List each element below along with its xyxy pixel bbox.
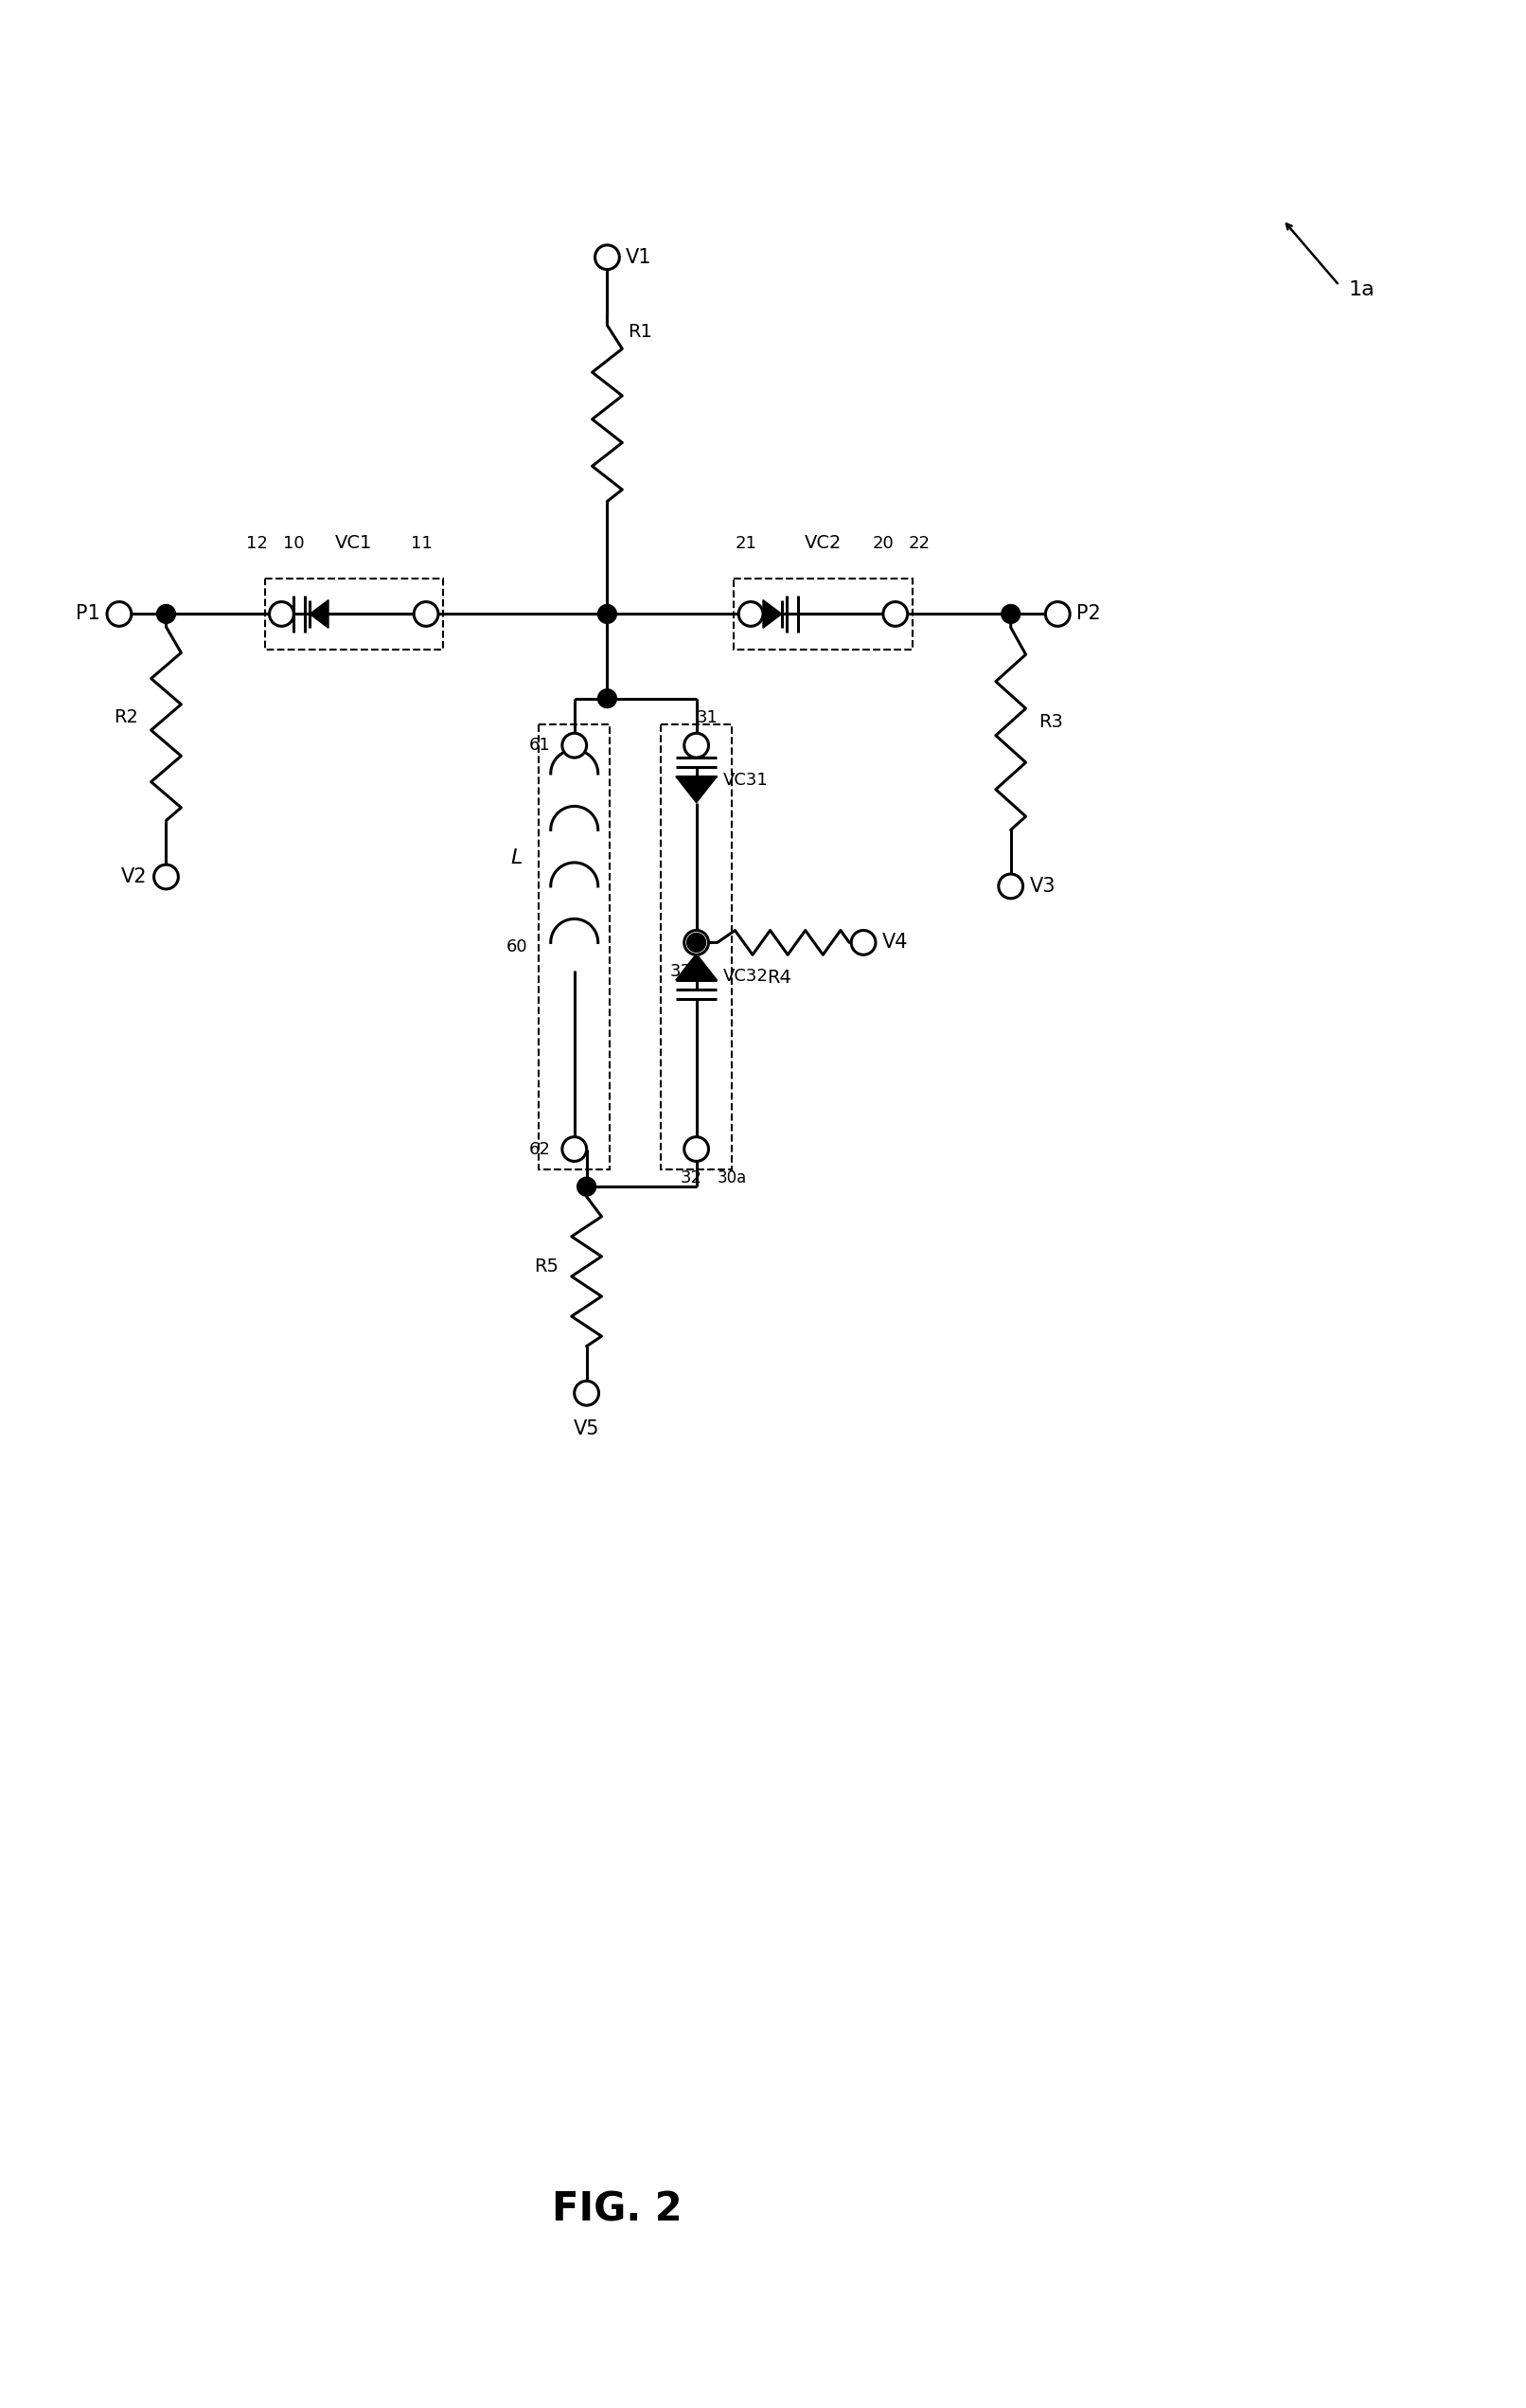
Text: 32: 32 — [681, 1170, 702, 1187]
Circle shape — [739, 602, 763, 626]
Polygon shape — [310, 600, 328, 628]
Polygon shape — [676, 954, 717, 980]
Circle shape — [884, 602, 908, 626]
Text: VC2: VC2 — [804, 535, 842, 551]
Circle shape — [577, 1178, 597, 1197]
Text: R5: R5 — [534, 1257, 559, 1276]
Text: 21: 21 — [736, 535, 757, 551]
Text: 1a: 1a — [1349, 282, 1375, 299]
Circle shape — [157, 604, 175, 624]
Circle shape — [270, 602, 293, 626]
Circle shape — [684, 1137, 708, 1161]
Text: R4: R4 — [766, 968, 790, 987]
Text: P1: P1 — [76, 604, 101, 624]
Circle shape — [595, 246, 620, 270]
Text: 10: 10 — [282, 535, 305, 551]
Text: V5: V5 — [574, 1418, 600, 1438]
Circle shape — [1045, 602, 1070, 626]
Text: 22: 22 — [909, 535, 931, 551]
Circle shape — [598, 689, 617, 708]
Text: V1: V1 — [626, 248, 652, 267]
Circle shape — [414, 602, 438, 626]
Text: V3: V3 — [1030, 877, 1056, 896]
Circle shape — [598, 604, 617, 624]
Text: FIG. 2: FIG. 2 — [551, 2189, 682, 2230]
Circle shape — [562, 1137, 586, 1161]
Polygon shape — [676, 775, 717, 802]
Text: V2: V2 — [121, 867, 148, 886]
Text: 30a: 30a — [717, 1170, 746, 1187]
Text: R1: R1 — [627, 323, 652, 342]
Text: 60: 60 — [507, 939, 528, 956]
Text: VC31: VC31 — [723, 771, 768, 790]
Text: R2: R2 — [113, 708, 137, 727]
Text: VC1: VC1 — [336, 535, 372, 551]
Text: 33: 33 — [670, 963, 691, 980]
Text: 12: 12 — [246, 535, 269, 551]
Circle shape — [154, 864, 179, 889]
Text: 11: 11 — [410, 535, 432, 551]
Circle shape — [1001, 604, 1021, 624]
Circle shape — [998, 874, 1022, 898]
Text: 31: 31 — [696, 710, 719, 727]
Text: 62: 62 — [530, 1141, 551, 1158]
Polygon shape — [763, 600, 781, 628]
Text: VC32: VC32 — [723, 968, 768, 985]
Text: R3: R3 — [1039, 713, 1064, 732]
Text: V4: V4 — [882, 932, 908, 951]
Circle shape — [107, 602, 131, 626]
Text: P2: P2 — [1076, 604, 1100, 624]
Text: L: L — [511, 848, 523, 867]
Circle shape — [684, 732, 708, 759]
Text: 20: 20 — [873, 535, 894, 551]
Circle shape — [574, 1380, 598, 1406]
Circle shape — [562, 732, 586, 759]
Circle shape — [687, 934, 705, 951]
Circle shape — [684, 929, 708, 954]
Circle shape — [852, 929, 876, 954]
Text: 61: 61 — [530, 737, 551, 754]
